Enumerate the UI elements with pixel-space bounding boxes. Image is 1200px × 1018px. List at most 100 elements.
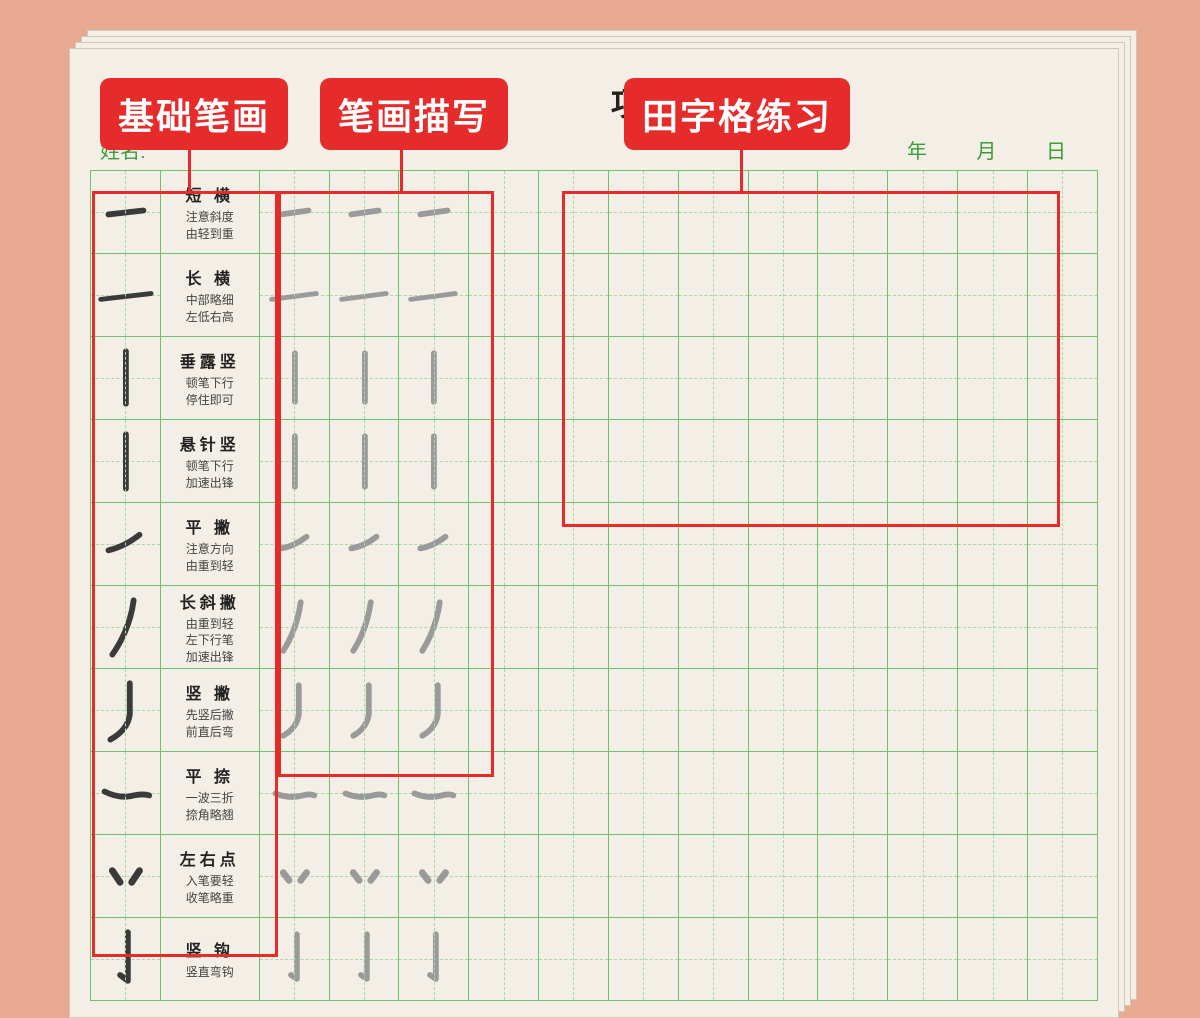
practice-cell: [818, 254, 888, 337]
practice-cell: [539, 586, 609, 669]
practice-cell: [539, 752, 609, 835]
trace-cell: [399, 918, 469, 1001]
practice-cell: [678, 171, 748, 254]
practice-cell: [888, 254, 958, 337]
practice-cell: [1027, 171, 1097, 254]
worksheet: 笔画专项练 姓名: 年 月 日 短 横注意斜度由轻到重长 横中部略细左低右高垂露…: [69, 48, 1119, 1018]
demo-cell: [91, 752, 161, 835]
practice-cell: [748, 420, 818, 503]
practice-cell: [539, 503, 609, 586]
practice-cell: [748, 918, 818, 1001]
practice-cell: [818, 337, 888, 420]
label-practice: 田字格练习: [624, 78, 850, 150]
practice-cell: [1027, 254, 1097, 337]
trace-cell: [259, 420, 329, 503]
practice-cell: [469, 420, 539, 503]
practice-cell: [469, 669, 539, 752]
practice-cell: [608, 254, 678, 337]
trace-cell: [399, 835, 469, 918]
practice-cell: [1027, 752, 1097, 835]
practice-cell: [608, 835, 678, 918]
practice-cell: [888, 503, 958, 586]
practice-cell: [678, 586, 748, 669]
practice-cell: [958, 669, 1028, 752]
practice-cell: [608, 171, 678, 254]
practice-cell: [678, 835, 748, 918]
practice-cell: [818, 835, 888, 918]
trace-cell: [329, 586, 399, 669]
demo-cell: [91, 586, 161, 669]
practice-cell: [818, 586, 888, 669]
practice-cell: [958, 918, 1028, 1001]
practice-cell: [678, 254, 748, 337]
practice-cell: [469, 835, 539, 918]
trace-cell: [329, 918, 399, 1001]
practice-cell: [818, 171, 888, 254]
practice-cell: [958, 586, 1028, 669]
practice-cell: [958, 420, 1028, 503]
practice-cell: [608, 420, 678, 503]
practice-cell: [748, 337, 818, 420]
trace-cell: [399, 254, 469, 337]
desc-cell: 垂露竖顿笔下行停住即可: [160, 337, 259, 420]
practice-cell: [678, 669, 748, 752]
trace-cell: [329, 254, 399, 337]
practice-cell: [539, 835, 609, 918]
label-trace: 笔画描写: [320, 78, 508, 150]
desc-cell: 平 撇注意方向由重到轻: [160, 503, 259, 586]
demo-cell: [91, 835, 161, 918]
practice-cell: [469, 586, 539, 669]
practice-cell: [958, 254, 1028, 337]
practice-cell: [678, 918, 748, 1001]
practice-cell: [888, 420, 958, 503]
desc-cell: 左右点入笔要轻收笔略重: [160, 835, 259, 918]
practice-cell: [469, 752, 539, 835]
practice-cell: [748, 254, 818, 337]
practice-cell: [958, 752, 1028, 835]
demo-cell: [91, 503, 161, 586]
practice-cell: [608, 752, 678, 835]
practice-cell: [608, 503, 678, 586]
practice-cell: [678, 503, 748, 586]
demo-cell: [91, 918, 161, 1001]
trace-cell: [399, 420, 469, 503]
practice-cell: [1027, 669, 1097, 752]
trace-cell: [399, 586, 469, 669]
practice-cell: [608, 586, 678, 669]
practice-cell: [958, 503, 1028, 586]
desc-cell: 平 捺一波三折捺角略翘: [160, 752, 259, 835]
practice-cell: [748, 669, 818, 752]
practice-cell: [469, 254, 539, 337]
practice-cell: [1027, 918, 1097, 1001]
practice-cell: [539, 669, 609, 752]
practice-cell: [608, 337, 678, 420]
practice-cell: [888, 752, 958, 835]
practice-cell: [1027, 835, 1097, 918]
practice-cell: [888, 171, 958, 254]
practice-cell: [1027, 586, 1097, 669]
practice-cell: [818, 918, 888, 1001]
trace-cell: [329, 669, 399, 752]
practice-cell: [608, 669, 678, 752]
demo-cell: [91, 337, 161, 420]
practice-cell: [888, 337, 958, 420]
trace-cell: [259, 503, 329, 586]
demo-cell: [91, 254, 161, 337]
desc-cell: 竖 钩竖直弯钩: [160, 918, 259, 1001]
practice-cell: [539, 337, 609, 420]
trace-cell: [259, 752, 329, 835]
practice-cell: [888, 586, 958, 669]
date-label: 年 月 日: [907, 135, 1088, 164]
practice-cell: [469, 337, 539, 420]
practice-cell: [818, 752, 888, 835]
trace-cell: [259, 835, 329, 918]
label-basic: 基础笔画: [100, 78, 288, 150]
practice-cell: [958, 835, 1028, 918]
practice-cell: [818, 669, 888, 752]
trace-cell: [399, 752, 469, 835]
desc-cell: 长 横中部略细左低右高: [160, 254, 259, 337]
trace-cell: [329, 420, 399, 503]
practice-cell: [678, 337, 748, 420]
practice-cell: [678, 420, 748, 503]
demo-cell: [91, 669, 161, 752]
